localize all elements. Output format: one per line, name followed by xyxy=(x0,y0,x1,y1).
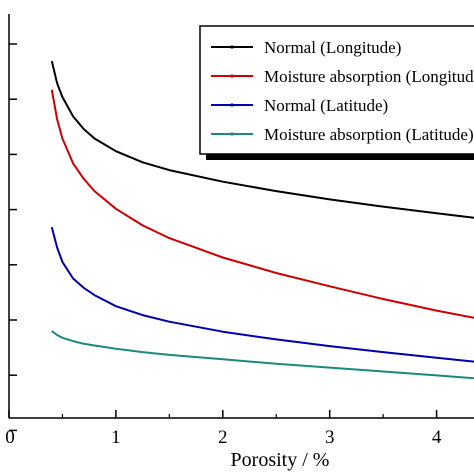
legend-marker xyxy=(230,103,234,107)
x-tick-label: 1 xyxy=(111,427,121,448)
x-axis-ticks: 0 1 2 3 4 xyxy=(5,410,442,448)
legend-label: Normal (Latitude) xyxy=(264,96,388,115)
legend-marker xyxy=(230,74,234,78)
series-line-1 xyxy=(50,60,474,219)
series-line-4 xyxy=(51,330,474,380)
legend-marker xyxy=(230,45,234,49)
legend-label: Moisture absorption (Latitude) xyxy=(264,125,474,144)
x-tick-label: 3 xyxy=(325,427,335,448)
x-tick-label: 4 xyxy=(432,427,442,448)
plot-frame xyxy=(8,14,474,419)
legend-label: Normal (Longitude) xyxy=(264,38,401,57)
y-axis-ticks xyxy=(9,43,17,432)
x-tick-label: 0 xyxy=(5,427,15,448)
legend-label: Moisture absorption (Longitude) xyxy=(264,67,474,86)
series-line-2 xyxy=(50,89,474,319)
legend-marker xyxy=(230,132,234,136)
series-line-3 xyxy=(50,226,474,363)
x-axis-title: Porosity / % xyxy=(231,449,330,471)
x-tick-label: 2 xyxy=(218,427,228,448)
series-lines xyxy=(50,60,474,380)
legend: Normal (Longitude) Moisture absorption (L… xyxy=(199,25,474,160)
